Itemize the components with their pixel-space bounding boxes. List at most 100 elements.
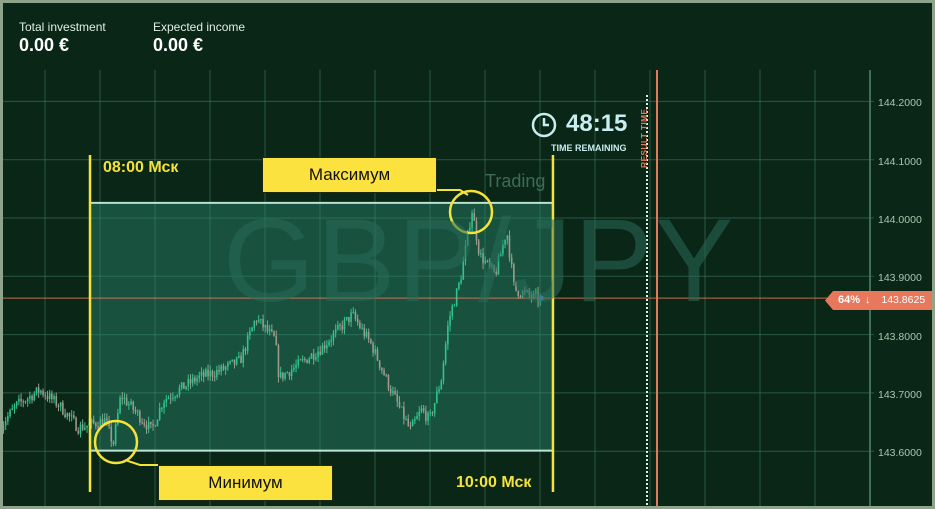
candle-body <box>253 321 256 328</box>
candle-body <box>288 372 291 377</box>
candle-body <box>68 413 71 417</box>
candle-body <box>376 349 379 361</box>
candle-body <box>521 291 524 297</box>
candle-body <box>420 408 423 412</box>
candle-body <box>308 358 311 363</box>
candle-body <box>86 425 88 428</box>
candle-body <box>299 359 302 361</box>
candle-body <box>416 415 418 420</box>
candle-body <box>442 363 445 381</box>
candle-body <box>495 271 498 275</box>
candle-body <box>202 372 205 377</box>
candle-body <box>530 294 533 298</box>
candle-body <box>343 319 346 330</box>
candle-body <box>227 362 229 367</box>
candle-body <box>356 318 359 323</box>
candle-body <box>477 240 480 254</box>
candle-body <box>117 413 119 425</box>
candle-body <box>453 305 456 307</box>
candle-body <box>471 213 473 228</box>
candle-body <box>178 387 181 395</box>
candle-body <box>152 423 154 426</box>
candle-body <box>361 327 363 329</box>
candle-body <box>282 372 284 379</box>
candle-body <box>37 387 40 393</box>
candle-body <box>493 265 495 272</box>
candle-body <box>73 415 75 418</box>
maximum-label: Максимум <box>262 157 437 193</box>
candle-body <box>242 348 245 364</box>
candle-body <box>277 345 280 378</box>
candle-body <box>244 348 247 351</box>
candle-body <box>464 245 467 261</box>
candle-body <box>528 290 531 295</box>
candle-body <box>323 345 326 349</box>
candle-body <box>246 335 249 351</box>
candle-body <box>257 319 260 322</box>
candle-body <box>310 353 313 359</box>
candle-body <box>319 351 322 355</box>
candle-body <box>337 324 339 330</box>
candle-body <box>517 290 520 297</box>
candle-body <box>345 317 348 320</box>
candle-body <box>167 397 170 399</box>
total-investment-value: 0.00 € <box>19 35 70 55</box>
candle-body <box>92 419 95 423</box>
price-axis-tick: 143.8000 <box>878 330 922 343</box>
current-price-tag: 64% ↓ 143.8625 <box>825 291 932 310</box>
candle-body <box>407 418 410 426</box>
candle-body <box>213 376 216 378</box>
candle-body <box>484 260 487 264</box>
candle-body <box>532 293 535 298</box>
candle-body <box>304 359 306 361</box>
candle-body <box>145 424 148 430</box>
price-axis-tick: 144.0000 <box>878 214 922 226</box>
candle-body <box>396 394 399 402</box>
candle-body <box>141 422 143 424</box>
candle-body <box>433 403 436 414</box>
candle-body <box>354 311 357 319</box>
candle-body <box>286 372 289 374</box>
candle-body <box>321 345 324 355</box>
candle-body <box>147 421 150 430</box>
candle-body <box>224 366 227 370</box>
candle-body <box>447 325 449 345</box>
candle-body <box>55 396 58 406</box>
candle-body <box>163 402 165 408</box>
price-axis-tick: 144.2000 <box>878 97 922 110</box>
candle-body <box>326 345 328 349</box>
candle-body <box>312 353 315 360</box>
candle-body <box>497 256 500 275</box>
candle-body <box>191 377 194 384</box>
candle-body <box>422 408 425 411</box>
candle-body <box>301 359 304 361</box>
candle-body <box>370 339 372 344</box>
candle-body <box>229 361 231 363</box>
candle-body <box>436 391 438 404</box>
candle-body <box>20 398 22 402</box>
candle-body <box>374 349 377 353</box>
candle-body <box>77 430 80 434</box>
candle-body <box>255 321 258 323</box>
candle-body <box>75 417 77 431</box>
candle-body <box>185 386 187 389</box>
candle-body <box>504 239 506 245</box>
candle-body <box>414 419 416 421</box>
candle-body <box>398 401 401 407</box>
candle-body <box>125 397 128 406</box>
candle-body <box>405 418 407 420</box>
expected-income-label: Expected income <box>153 20 246 34</box>
candle-body <box>475 220 478 241</box>
candle-body <box>132 401 135 410</box>
candle-body <box>519 296 522 298</box>
candle-body <box>293 367 295 370</box>
candle-body <box>101 419 104 426</box>
candle-body <box>211 370 214 377</box>
candle-body <box>367 331 370 340</box>
candle-body <box>455 288 458 306</box>
candle-body <box>110 426 113 442</box>
candle-body <box>275 336 278 346</box>
candle-body <box>9 409 11 416</box>
candle-body <box>165 398 168 403</box>
